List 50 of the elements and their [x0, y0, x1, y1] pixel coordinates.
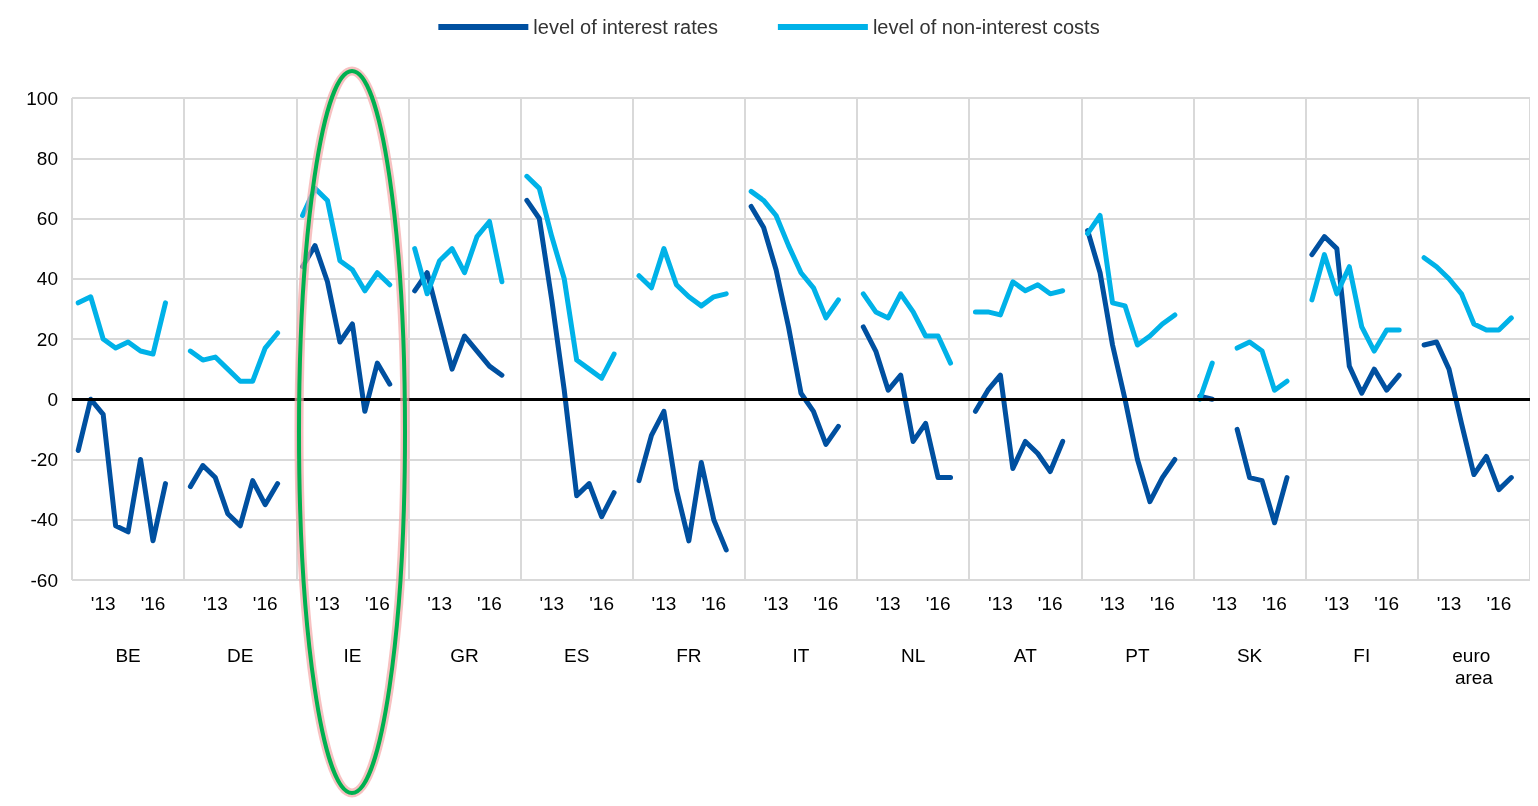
text: GR [450, 644, 479, 666]
x-tick-label: '16 [1150, 593, 1175, 614]
x-tick-label: '16 [477, 593, 502, 614]
y-tick-label: 40 [36, 268, 58, 290]
text: PT [1125, 644, 1150, 666]
x-tick-label: '13 [202, 593, 228, 614]
text: SK [1236, 644, 1263, 666]
y-tick-label: -60 [30, 569, 58, 591]
y-tick-label: 60 [36, 208, 58, 229]
x-tick-label: '16 [589, 593, 614, 614]
x-tick-label: '16 [140, 593, 166, 614]
legend-label: level of non-interest costs [872, 16, 1100, 38]
y-tick-label: -20 [30, 449, 58, 470]
x-tick-label: '16 [252, 593, 278, 614]
y-tick-label: 0 [47, 388, 58, 410]
text: FR [676, 644, 702, 666]
text: FI [1353, 644, 1371, 666]
text: AT [1013, 644, 1038, 666]
x-tick-label: '13 [1212, 593, 1238, 614]
x-tick-label: '16 [1374, 593, 1400, 614]
y-tick-label: 100 [26, 87, 58, 109]
x-tick-label: '13 [988, 593, 1013, 614]
text: DE [227, 644, 254, 666]
x-tick-label: '16 [813, 593, 839, 614]
x-tick-label: '13 [1100, 593, 1125, 614]
text: IT [792, 644, 810, 666]
x-tick-label: '13 [651, 593, 677, 614]
x-tick-label: '16 [1486, 593, 1512, 614]
text: ES [564, 644, 590, 666]
text: euro area [1452, 644, 1496, 688]
x-tick-label: '13 [875, 593, 901, 614]
y-tick-label: -40 [30, 509, 58, 531]
x-tick-label: '16 [364, 593, 390, 614]
x-tick-label: '13 [763, 593, 789, 614]
x-tick-label: '13 [539, 593, 565, 614]
y-tick-label: 80 [36, 147, 58, 169]
text: BE [115, 644, 141, 666]
legend-label: level of interest rates [533, 16, 718, 38]
y-tick-label: 20 [36, 328, 58, 350]
x-tick-label: '13 [315, 593, 340, 614]
x-tick-label: '16 [1262, 593, 1287, 614]
x-tick-label: '13 [1324, 593, 1350, 614]
x-tick-label: '16 [701, 593, 727, 614]
x-tick-label: '16 [1037, 593, 1063, 614]
text: IE [343, 644, 362, 666]
x-tick-label: '13 [90, 593, 116, 614]
text: NL [901, 644, 926, 666]
x-tick-label: '13 [427, 593, 452, 614]
x-tick-label: '13 [1436, 593, 1462, 614]
x-tick-label: '16 [925, 593, 951, 614]
